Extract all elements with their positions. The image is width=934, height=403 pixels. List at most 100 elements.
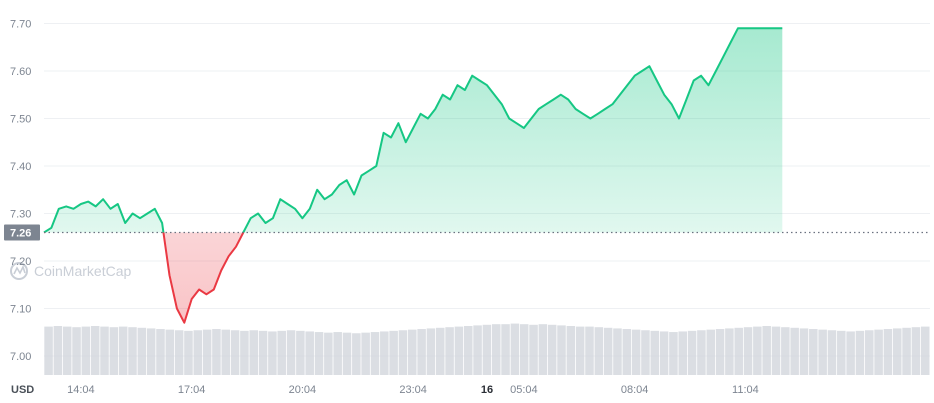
volume-bar [799,328,809,375]
x-tick-label: 23:04 [399,384,427,396]
volume-bar [53,325,63,375]
volume-bar [333,332,342,375]
volume-bar [892,328,902,375]
volume-bar [389,330,398,375]
volume-bar [370,332,380,375]
volume-bar [72,327,81,375]
volume-bar [585,326,594,375]
volume-bar [687,330,697,375]
volume-bar [538,324,548,375]
volume-bar [753,326,762,375]
volume-bar [90,325,100,375]
y-tick-label: 7.50 [10,114,31,126]
volume-bar [743,327,753,375]
x-tick-label: 17:04 [178,384,206,396]
volume-bar [324,332,333,375]
volume-bar [631,329,641,375]
coinmarketcap-logo-mark [13,264,26,275]
volume-bar [865,330,874,375]
volume-bar [436,327,445,375]
volume-bar [156,329,165,375]
volume-bar [202,329,212,375]
volume-bar [184,330,193,375]
currency-unit-label: USD [11,384,34,396]
volume-bar [473,325,482,375]
y-tick-label: 7.00 [10,351,31,363]
volume-bar [622,329,632,375]
y-tick-label: 7.70 [10,19,31,31]
volume-bar [417,329,426,375]
volume-bar [575,326,585,375]
volume-bar [454,326,464,375]
x-tick-label: 14:04 [67,384,95,396]
volume-bar [659,331,669,375]
volume-bar [445,327,454,375]
volume-bar [258,330,268,375]
volume-bar [482,324,492,375]
y-tick-label: 7.10 [10,304,31,316]
volume-bar [249,330,259,375]
volume-bar [762,325,771,375]
volume-bar [529,324,538,375]
volume-bar [874,329,883,375]
x-tick-label: 11:04 [732,384,759,396]
volume-bar [557,325,566,375]
volume-bar [118,326,128,375]
volume-bar [566,325,576,375]
volume-bar [305,331,314,375]
reference-value-label: 7.26 [10,228,31,240]
volume-bar [697,330,706,375]
area-fill-above [44,28,783,233]
volume-bar [342,332,352,375]
volume-bar [221,329,231,375]
x-axis: 14:04 17:04 20:04 23:04 16 05:04 08:04 11:04 [67,384,759,396]
volume-bar [174,330,184,375]
volume-bar [519,324,529,375]
price-lines [43,27,783,324]
volume-bar [380,331,389,375]
price-line-up [43,27,783,233]
y-tick-label: 7.30 [10,209,31,221]
volume-bar [165,329,175,375]
volume-bar [678,331,688,375]
volume-bar [240,330,249,375]
volume-bar [361,332,370,375]
volume-bar [314,332,324,375]
volume-bar [734,327,743,375]
x-tick-label: 05:04 [510,384,538,396]
coinmarketcap-logo-icon [10,262,28,280]
volume-bar [920,326,930,375]
volume-bar [408,329,417,375]
volume-bar [846,331,855,375]
volume-bar [790,327,799,375]
volume-bar [44,326,53,375]
volume-bar [398,330,408,375]
volume-bar [81,326,91,375]
volume-bar [547,324,557,375]
reference-line: 7.26 [4,224,930,241]
volume-bar [109,327,119,375]
x-tick-label: 08:04 [621,384,649,396]
volume-bar [911,327,921,375]
volume-bar [352,333,361,375]
x-tick-label: 16 [481,384,493,396]
x-tick-label: 20:04 [289,384,317,396]
volume-bar [230,330,240,375]
volume-bar [669,332,678,375]
volume-bar [268,331,277,375]
volume-bar [286,330,296,375]
volume-bar [212,329,221,375]
volume-bar [902,327,911,375]
y-tick-label: 7.40 [10,161,31,173]
volume-bar [650,330,660,375]
volume-bar [715,329,725,375]
volume-bar [818,329,827,375]
volume-bar [837,330,846,375]
price-line-down [44,232,245,324]
y-tick-label: 7.20 [10,256,31,268]
volume-bar [883,329,893,375]
volume-bar [463,325,473,375]
volume-bar [855,330,865,375]
volume-bar [594,327,604,375]
volume-bar [603,327,613,375]
